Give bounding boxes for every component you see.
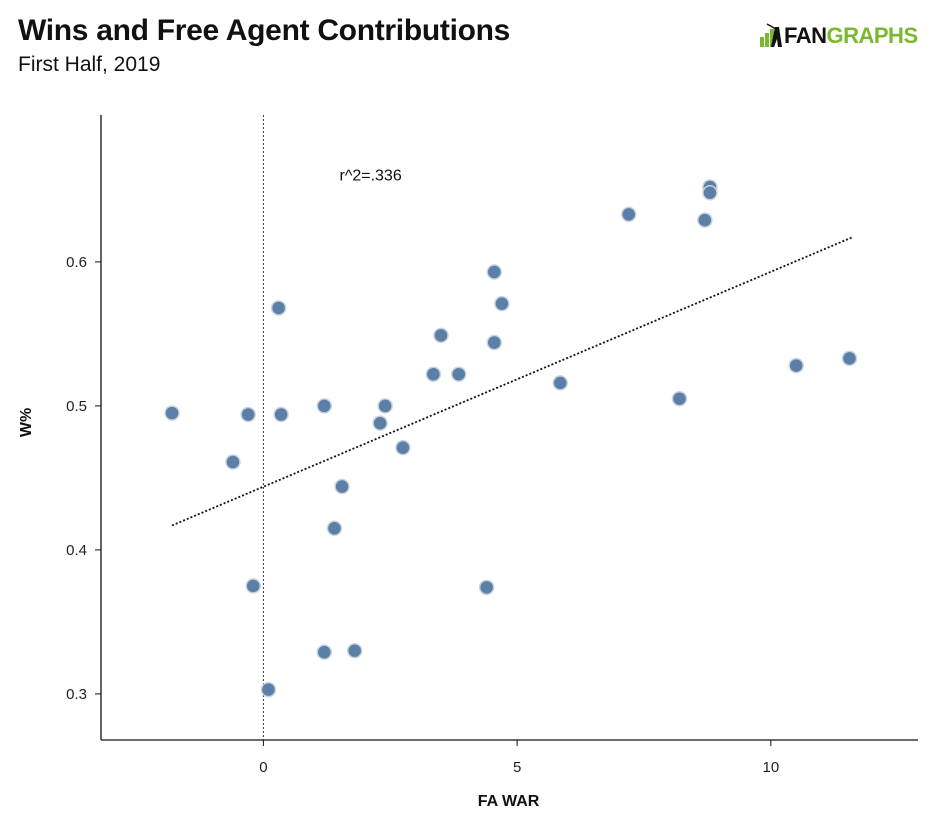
data-point xyxy=(433,327,449,344)
data-point xyxy=(260,681,277,698)
data-point xyxy=(788,357,804,374)
data-point xyxy=(671,390,688,407)
data-point xyxy=(346,642,363,659)
y-axis-title: W% xyxy=(18,408,35,437)
data-point xyxy=(552,375,568,391)
axes xyxy=(95,115,918,746)
data-point xyxy=(425,366,442,382)
trendline xyxy=(171,236,853,527)
data-point xyxy=(316,398,333,414)
data-point xyxy=(316,644,333,660)
y-tick-label: 0.5 xyxy=(66,398,87,415)
data-point xyxy=(334,478,350,495)
data-point xyxy=(486,264,503,280)
y-tick-label: 0.3 xyxy=(66,686,87,703)
fangraphs-logo: FAN GRAPHS xyxy=(758,22,918,50)
data-point xyxy=(486,334,503,351)
data-point xyxy=(621,206,637,223)
data-point xyxy=(478,579,495,596)
chart-subtitle: First Half, 2019 xyxy=(18,53,161,76)
data-point xyxy=(451,366,467,382)
logo-text-fan: FAN xyxy=(784,23,827,48)
chart-title: Wins and Free Agent Contributions xyxy=(18,14,511,47)
x-axis-title: FA WAR xyxy=(478,793,540,810)
data-point xyxy=(326,520,343,537)
data-point xyxy=(697,212,713,228)
data-point xyxy=(395,439,411,456)
logo-text-graphs: GRAPHS xyxy=(826,23,919,48)
trendline-path xyxy=(171,236,853,527)
data-point xyxy=(245,578,261,594)
data-point xyxy=(702,185,718,201)
x-tick-label: 5 xyxy=(513,759,521,776)
r-squared-annotation: r^2=.336 xyxy=(340,167,402,184)
data-point xyxy=(273,406,289,423)
data-point xyxy=(372,415,388,431)
x-tick-label: 0 xyxy=(259,759,267,776)
y-tick-label: 0.6 xyxy=(66,254,87,271)
x-tick-label: 10 xyxy=(762,759,779,776)
data-points xyxy=(164,179,858,698)
data-point xyxy=(494,295,510,312)
axis-labels: 0 5 10 0.3 0.4 0.5 0.6 FA WAR W% r^2=.336 xyxy=(18,167,779,810)
y-tick-label: 0.4 xyxy=(66,542,87,559)
data-point xyxy=(164,405,180,421)
data-point xyxy=(240,406,256,423)
batter-icon xyxy=(760,23,782,47)
data-point xyxy=(841,350,858,367)
data-point xyxy=(270,300,287,316)
data-point xyxy=(225,454,241,470)
data-point xyxy=(377,398,393,414)
